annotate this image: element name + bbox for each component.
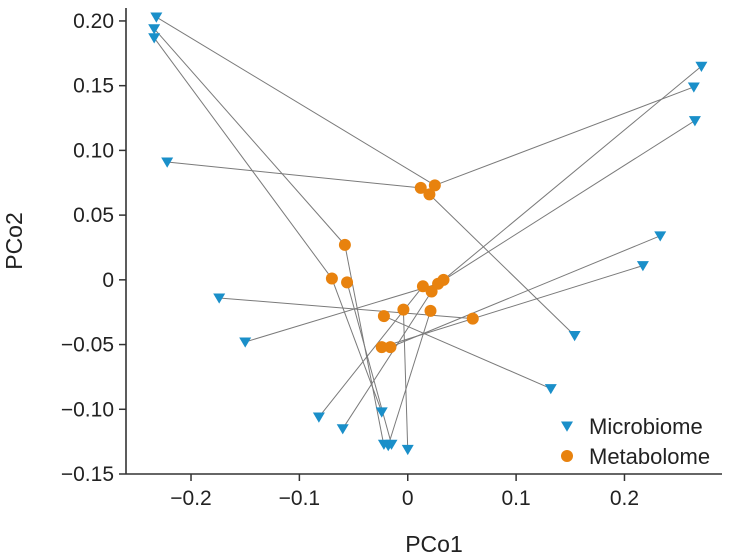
connector-line xyxy=(342,291,433,429)
microbiome-point xyxy=(213,293,226,304)
axes: −0.2 −0.1 0 0.1 0.2 −0.15−0.10−0.0500.050.10… xyxy=(61,8,722,510)
microbiome-point xyxy=(544,384,557,395)
metabolome-point xyxy=(341,276,354,289)
connector-line xyxy=(429,194,575,336)
microbiome-point xyxy=(385,439,398,450)
y-tick-label: 0.15 xyxy=(73,75,114,98)
metabolome-point xyxy=(424,304,437,317)
x-tick-label: 0.1 xyxy=(502,487,531,510)
connector-line xyxy=(346,282,392,445)
metabolome-point xyxy=(338,238,351,251)
x-tick-label: −0.1 xyxy=(279,487,320,510)
connector-line xyxy=(331,278,383,413)
metabolome-point xyxy=(423,188,436,201)
metabolome-point xyxy=(397,303,410,316)
microbiome-point xyxy=(312,412,325,423)
connector-line xyxy=(387,310,431,446)
connector-line xyxy=(443,65,702,281)
legend-marker-metabolome xyxy=(561,450,573,462)
metabolome-point xyxy=(416,280,429,293)
metabolome-point xyxy=(428,179,441,192)
metabolome-point xyxy=(384,341,397,354)
x-tick-label: 0.2 xyxy=(610,487,639,510)
legend-label-metabolome: Metabolome xyxy=(589,444,710,469)
connector-line xyxy=(402,309,409,450)
microbiome-point xyxy=(695,61,708,72)
microbiome-point xyxy=(148,24,161,35)
y-axis-label: PCo2 xyxy=(1,212,27,270)
metabolome-point xyxy=(437,273,450,286)
microbiome-point xyxy=(375,407,388,418)
connector-line xyxy=(153,28,346,246)
y-ticks: −0.15 −0.10 −0.05 0 0.05 0.10 0.15 0.20 xyxy=(61,10,126,486)
x-tick-label: −0.2 xyxy=(170,487,211,510)
microbiome-point xyxy=(161,157,174,168)
connector-line xyxy=(383,315,551,390)
connector-line xyxy=(156,16,436,186)
connector-line xyxy=(390,235,661,348)
y-tick-label: 0 xyxy=(102,269,114,292)
y-tick-label: 0.20 xyxy=(73,10,114,33)
y-tick-label: −0.15 xyxy=(61,463,114,486)
data-points xyxy=(148,12,708,456)
x-ticks: −0.2 −0.1 0 0.1 0.2 xyxy=(170,474,639,510)
microbiome-point xyxy=(568,330,581,342)
connector-line xyxy=(245,283,439,343)
metabolome-point xyxy=(375,341,388,354)
y-tick-label: 0.05 xyxy=(73,204,114,227)
microbiome-point xyxy=(401,444,414,456)
connector-line xyxy=(167,161,421,189)
microbiome-point xyxy=(688,116,701,127)
legend-marker-microbiome xyxy=(561,421,573,432)
microbiome-point xyxy=(636,261,649,272)
legend-label-microbiome: Microbiome xyxy=(589,414,703,439)
microbiome-point xyxy=(148,33,161,44)
connector-line xyxy=(434,86,695,186)
y-tick-label: −0.10 xyxy=(61,398,114,421)
microbiome-point xyxy=(654,231,667,242)
x-tick-label: 0 xyxy=(402,487,414,510)
y-tick-label: 0.10 xyxy=(73,139,114,162)
legend: Microbiome Metabolome xyxy=(561,414,710,469)
microbiome-point xyxy=(239,337,252,348)
connector-line xyxy=(153,37,333,279)
connector-lines xyxy=(153,16,702,450)
metabolome-point xyxy=(377,310,390,323)
microbiome-point xyxy=(150,12,163,23)
microbiome-point xyxy=(687,82,700,93)
y-tick-label: −0.05 xyxy=(61,334,114,357)
microbiome-point xyxy=(336,424,349,435)
connector-line xyxy=(437,120,696,285)
metabolome-point xyxy=(325,272,338,285)
x-axis-label: PCo1 xyxy=(405,531,463,557)
metabolome-point xyxy=(466,312,479,325)
metabolome-point xyxy=(414,181,427,194)
